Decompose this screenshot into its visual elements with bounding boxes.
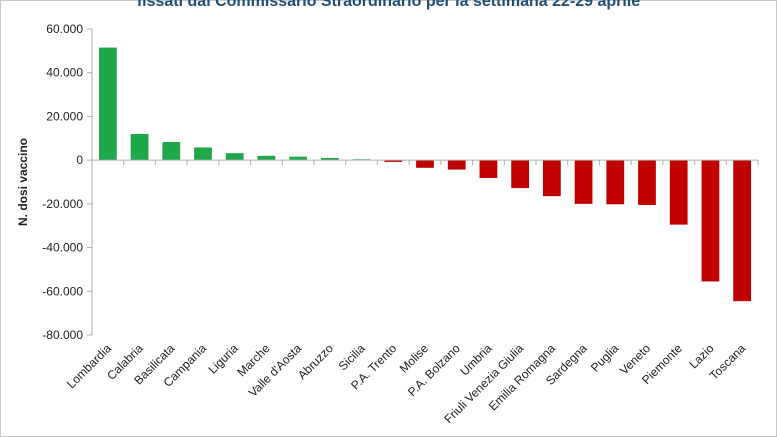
x-tick-label: Toscana (707, 341, 749, 383)
bar (733, 160, 752, 302)
y-tick-label: -40.000 (42, 241, 83, 255)
bar (606, 160, 625, 205)
y-axis-title: N. dosi vaccino (16, 138, 30, 226)
bar (384, 160, 403, 162)
chart-title: fissati dal Commissario Straordinario pe… (136, 0, 641, 10)
bar (638, 160, 656, 205)
bar (320, 157, 339, 161)
x-tick-label: Abruzzo (295, 341, 336, 382)
bar (542, 160, 561, 197)
bar (162, 142, 181, 161)
bar (447, 160, 466, 170)
y-tick-label: -80.000 (42, 328, 83, 342)
x-tick-label: Lombardia (64, 341, 114, 391)
bar (511, 160, 530, 189)
y-tick-label: -60.000 (42, 284, 83, 298)
bar (257, 155, 276, 161)
bar (194, 147, 212, 161)
bar (669, 160, 688, 225)
bar (416, 160, 434, 168)
y-tick-label: 60.000 (46, 22, 83, 36)
bar (130, 133, 149, 161)
y-tick-label: 40.000 (46, 66, 83, 80)
bar (701, 160, 720, 282)
bar (289, 156, 308, 161)
bar (479, 160, 498, 179)
y-tick-label: -20.000 (42, 197, 83, 211)
x-tick-label: Puglia (588, 341, 622, 375)
bar (225, 153, 244, 161)
y-tick-label: 0 (76, 153, 83, 167)
bar (574, 160, 593, 204)
bar (98, 47, 117, 161)
y-tick-label: 20.000 (46, 109, 83, 123)
